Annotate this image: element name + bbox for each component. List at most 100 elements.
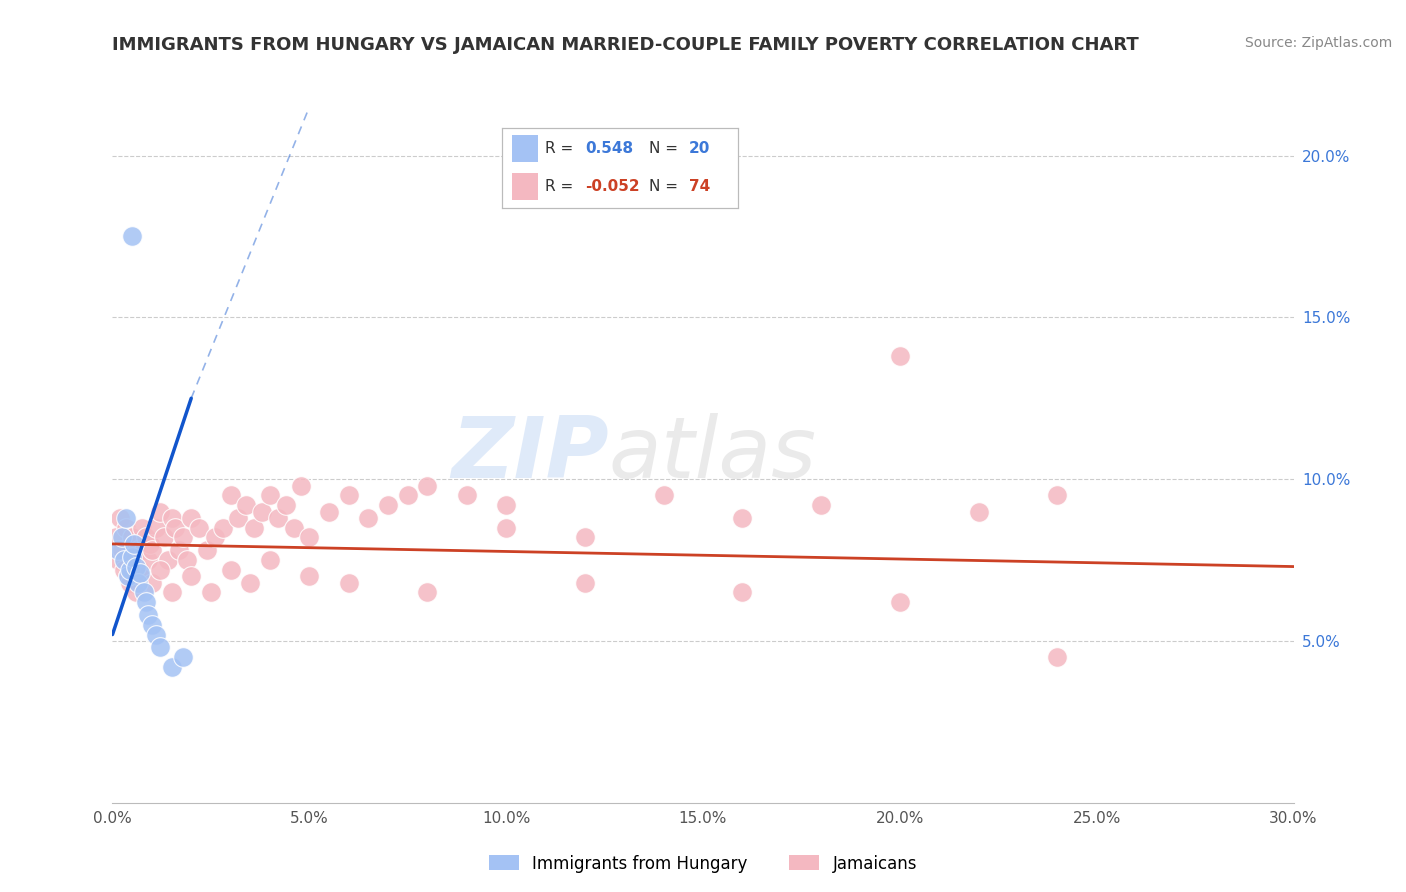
Point bbox=[239, 575, 262, 590]
Point bbox=[204, 531, 226, 545]
Point bbox=[136, 553, 159, 567]
Point bbox=[160, 511, 183, 525]
Point bbox=[125, 585, 148, 599]
Point bbox=[495, 521, 517, 535]
Point bbox=[377, 498, 399, 512]
Legend: Immigrants from Hungary, Jamaicans: Immigrants from Hungary, Jamaicans bbox=[482, 848, 924, 880]
Point bbox=[188, 521, 211, 535]
Point bbox=[810, 498, 832, 512]
Point bbox=[180, 511, 202, 525]
Point bbox=[889, 595, 911, 609]
Point bbox=[111, 531, 134, 545]
Point bbox=[165, 521, 187, 535]
Point bbox=[250, 504, 273, 518]
Text: Source: ZipAtlas.com: Source: ZipAtlas.com bbox=[1244, 36, 1392, 50]
Point bbox=[889, 349, 911, 363]
Text: ZIP: ZIP bbox=[451, 413, 609, 497]
Point bbox=[1046, 488, 1069, 502]
Point bbox=[235, 498, 257, 512]
Point bbox=[298, 531, 321, 545]
Point bbox=[107, 543, 129, 558]
Point bbox=[139, 537, 162, 551]
Point bbox=[127, 543, 149, 558]
Point bbox=[125, 559, 148, 574]
Point bbox=[298, 569, 321, 583]
Point bbox=[274, 498, 297, 512]
Point bbox=[259, 488, 281, 502]
Point bbox=[120, 575, 142, 590]
Point bbox=[180, 569, 202, 583]
Point bbox=[121, 563, 143, 577]
Point bbox=[176, 553, 198, 567]
Point bbox=[211, 521, 233, 535]
Point bbox=[145, 521, 167, 535]
Point bbox=[141, 617, 163, 632]
Point bbox=[117, 569, 139, 583]
Point bbox=[219, 563, 242, 577]
Point bbox=[967, 504, 990, 518]
Point bbox=[129, 563, 152, 577]
Point bbox=[149, 563, 172, 577]
Point bbox=[132, 543, 155, 558]
Point bbox=[111, 543, 134, 558]
Point bbox=[117, 569, 139, 583]
Point bbox=[731, 511, 754, 525]
Point bbox=[141, 543, 163, 558]
Point bbox=[127, 575, 149, 590]
Point bbox=[337, 575, 360, 590]
Point bbox=[574, 575, 596, 590]
Point bbox=[160, 660, 183, 674]
Point bbox=[115, 521, 138, 535]
Point bbox=[110, 511, 132, 525]
Point bbox=[652, 488, 675, 502]
Point bbox=[145, 627, 167, 641]
Point bbox=[105, 531, 128, 545]
Point bbox=[172, 650, 194, 665]
Point bbox=[259, 553, 281, 567]
Point bbox=[122, 553, 145, 567]
Point bbox=[731, 585, 754, 599]
Point bbox=[115, 511, 138, 525]
Point bbox=[121, 229, 143, 244]
Point bbox=[495, 498, 517, 512]
Point bbox=[169, 543, 191, 558]
Point bbox=[156, 553, 179, 567]
Point bbox=[149, 640, 172, 655]
Point bbox=[283, 521, 305, 535]
Text: atlas: atlas bbox=[609, 413, 817, 497]
Point bbox=[129, 569, 152, 583]
Point bbox=[1046, 650, 1069, 665]
Point bbox=[416, 585, 439, 599]
Point bbox=[107, 553, 129, 567]
Point bbox=[416, 478, 439, 492]
Point bbox=[136, 608, 159, 623]
Point bbox=[131, 521, 153, 535]
Point bbox=[120, 563, 142, 577]
Point bbox=[149, 504, 172, 518]
Point bbox=[129, 566, 152, 580]
Point bbox=[200, 585, 222, 599]
Text: IMMIGRANTS FROM HUNGARY VS JAMAICAN MARRIED-COUPLE FAMILY POVERTY CORRELATION CH: IMMIGRANTS FROM HUNGARY VS JAMAICAN MARR… bbox=[112, 36, 1139, 54]
Point bbox=[132, 585, 155, 599]
Point bbox=[267, 511, 290, 525]
Point bbox=[112, 553, 135, 567]
Point bbox=[456, 488, 478, 502]
Point bbox=[357, 511, 380, 525]
Point bbox=[152, 531, 174, 545]
Point bbox=[160, 585, 183, 599]
Point bbox=[121, 549, 143, 564]
Point bbox=[243, 521, 266, 535]
Point bbox=[290, 478, 312, 492]
Point bbox=[135, 595, 157, 609]
Point bbox=[574, 531, 596, 545]
Point bbox=[228, 511, 250, 525]
Point bbox=[337, 488, 360, 502]
Point bbox=[172, 531, 194, 545]
Point bbox=[112, 563, 135, 577]
Point bbox=[141, 575, 163, 590]
Point bbox=[125, 537, 148, 551]
Point bbox=[121, 531, 143, 545]
Point bbox=[135, 531, 157, 545]
Point bbox=[396, 488, 419, 502]
Point bbox=[219, 488, 242, 502]
